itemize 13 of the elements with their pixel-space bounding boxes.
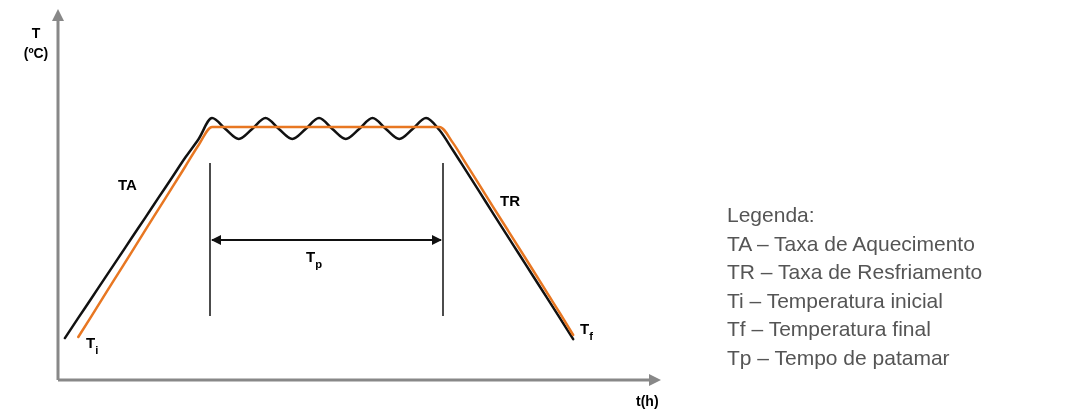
annotation: T$_{p}$ [306, 248, 323, 270]
text: TR – Taxa de Resfriamento [727, 260, 983, 284]
y-axis-title: T (ºC) [23, 25, 49, 61]
x-axis-title: t(h) [636, 393, 659, 409]
annotation: TA [118, 176, 138, 193]
annotation: T$_{i}$ [86, 334, 99, 356]
annotation: T$_{f}$ [580, 320, 594, 342]
text: Tf – Temperatura final [727, 317, 931, 341]
text: Tp – Tempo de patamar [727, 346, 950, 369]
text: Ti – Temperatura inicial [727, 288, 943, 312]
text: Legenda: [727, 203, 815, 226]
annotation: TR [500, 192, 521, 209]
text: TA – Taxa de Aquecimento [727, 231, 975, 255]
